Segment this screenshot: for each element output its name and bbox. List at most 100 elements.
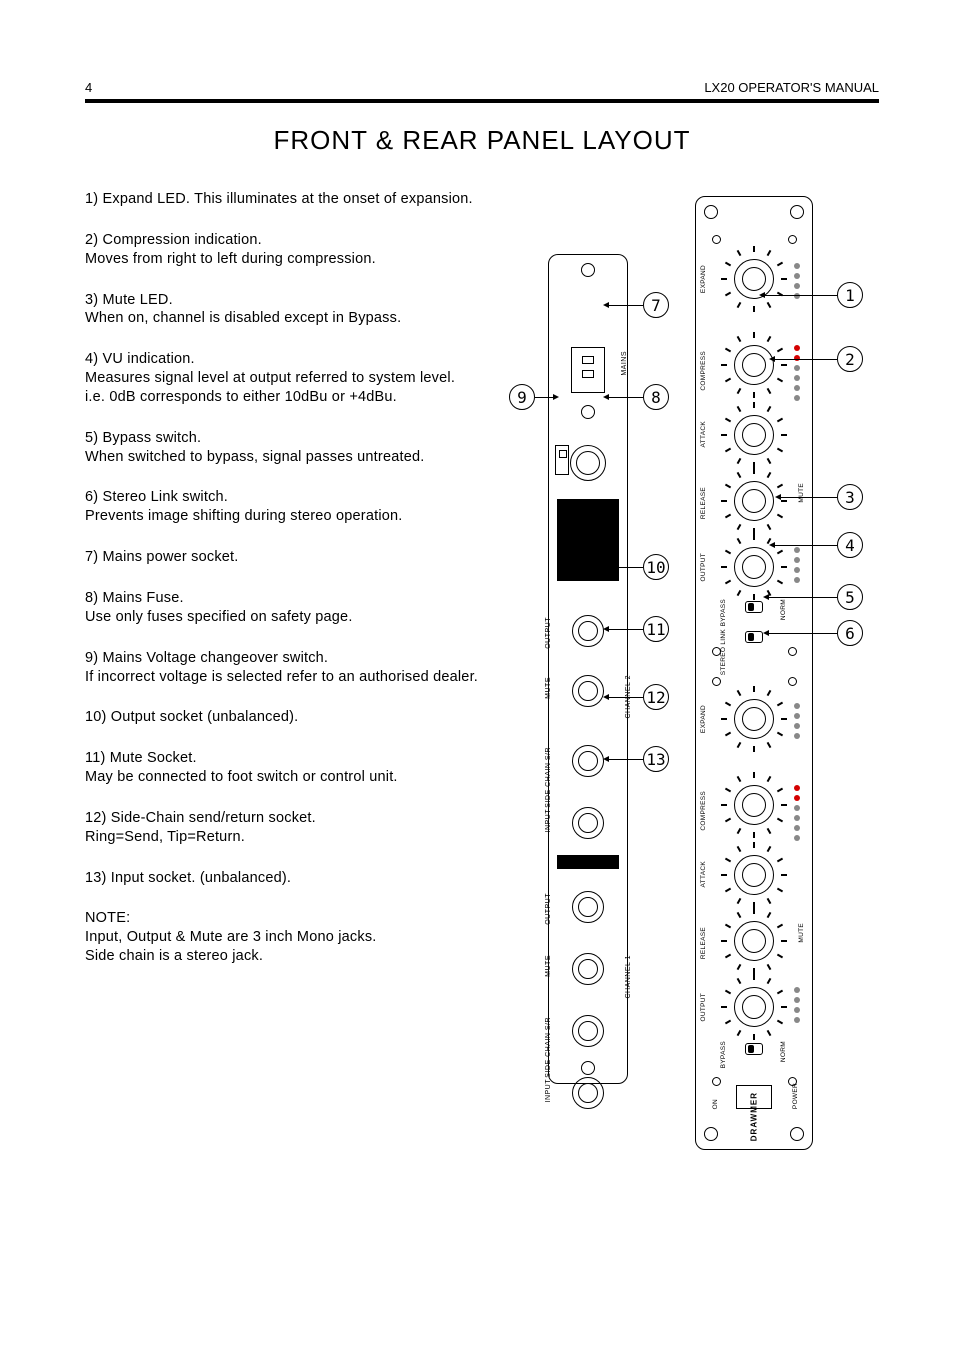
- rack-hole-icon: [790, 1127, 804, 1141]
- arrowhead-icon: [763, 594, 769, 600]
- screw-icon: [712, 1077, 721, 1086]
- knob-icon: [734, 921, 774, 961]
- leader-line: [781, 497, 837, 498]
- jack-label: SIDE CHAIN S/R: [545, 747, 552, 808]
- mute-label: MUTE: [798, 483, 805, 503]
- channel-divider: [557, 855, 619, 869]
- knob-icon: [734, 785, 774, 825]
- knob-label: RELEASE: [700, 487, 707, 519]
- info-plate: [557, 499, 619, 581]
- jack-label: INPUT: [545, 1079, 552, 1103]
- rack-hole-icon: [790, 205, 804, 219]
- description-item: 6) Stereo Link switch.Prevents image shi…: [85, 488, 515, 526]
- arrowhead-icon: [759, 292, 765, 298]
- switch-label: BYPASS: [720, 1041, 727, 1068]
- page-title: FRONT & REAR PANEL LAYOUT: [85, 125, 879, 156]
- description-item: 9) Mains Voltage changeover switch.If in…: [85, 649, 515, 687]
- led-column: [794, 703, 800, 743]
- arrowhead-icon: [603, 694, 609, 700]
- description-item: 7) Mains power socket.: [85, 548, 515, 567]
- callout-number: 5: [837, 584, 863, 610]
- arrowhead-icon: [603, 564, 609, 570]
- voltage-switch-icon: [555, 445, 569, 475]
- channel1-label: CHANNEL 1: [625, 955, 632, 999]
- on-label: ON: [712, 1099, 719, 1109]
- screw-icon: [712, 235, 721, 244]
- brand-text: DRAWMER: [750, 1092, 759, 1141]
- callout-number: 10: [643, 554, 669, 580]
- screw-icon: [788, 235, 797, 244]
- jack-socket-icon: [572, 1077, 604, 1109]
- arrowhead-icon: [603, 756, 609, 762]
- rack-hole-icon: [704, 205, 718, 219]
- knob-icon: [734, 987, 774, 1027]
- leader-line: [609, 759, 643, 760]
- callout-number: 3: [837, 484, 863, 510]
- jack-socket-icon: [572, 1015, 604, 1047]
- description-item: 13) Input socket. (unbalanced).: [85, 869, 515, 888]
- arrowhead-icon: [603, 626, 609, 632]
- leader-line: [609, 567, 643, 568]
- toggle-switch-icon: [745, 631, 763, 643]
- leader-line: [609, 697, 643, 698]
- description-item: 3) Mute LED. When on, channel is disable…: [85, 291, 515, 329]
- leader-line: [609, 305, 643, 306]
- description-list: 1) Expand LED. This illuminates at the o…: [85, 190, 515, 1160]
- switch-label: NORM: [780, 599, 787, 620]
- callout-number: 9: [509, 384, 535, 410]
- page-number: 4: [85, 80, 92, 95]
- leader-line: [765, 295, 837, 296]
- arrowhead-icon: [553, 394, 559, 400]
- panel-diagram: MAINS CHANNEL 2CHANNEL 1OUTPUTMUTESIDE C…: [523, 190, 879, 1160]
- jack-label: OUTPUT: [545, 893, 552, 925]
- callout-number: 11: [643, 616, 669, 642]
- led-column: [794, 263, 800, 303]
- leader-line: [775, 359, 837, 360]
- knob-icon: [734, 547, 774, 587]
- knob-label: EXPAND: [700, 265, 707, 293]
- knob-label: RELEASE: [700, 927, 707, 959]
- running-head: LX20 OPERATOR'S MANUAL: [704, 80, 879, 95]
- description-item: 12) Side-Chain send/return socket.Ring=S…: [85, 809, 515, 847]
- callout-number: 6: [837, 620, 863, 646]
- callout-number: 8: [643, 384, 669, 410]
- arrowhead-icon: [603, 302, 609, 308]
- knob-icon: [734, 855, 774, 895]
- rear-panel: MAINS CHANNEL 2CHANNEL 1OUTPUTMUTESIDE C…: [548, 254, 628, 1084]
- arrowhead-icon: [763, 630, 769, 636]
- rack-hole-icon: [704, 1127, 718, 1141]
- knob-icon: [734, 345, 774, 385]
- jack-label: OUTPUT: [545, 617, 552, 649]
- callout-number: 12: [643, 684, 669, 710]
- switch-label: NORM: [780, 1041, 787, 1062]
- screw-icon: [788, 677, 797, 686]
- arrowhead-icon: [769, 356, 775, 362]
- knob-icon: [734, 415, 774, 455]
- leader-line: [775, 545, 837, 546]
- knob-label: COMPRESS: [700, 351, 707, 391]
- switch-label: BYPASS: [720, 599, 727, 626]
- jack-label: INPUT: [545, 809, 552, 833]
- knob-label: EXPAND: [700, 705, 707, 733]
- callout-number: 1: [837, 282, 863, 308]
- leader-line: [535, 397, 553, 398]
- description-item: 2) Compression indication.Moves from rig…: [85, 231, 515, 269]
- jack-label: MUTE: [545, 955, 552, 977]
- led-column: [794, 345, 800, 405]
- arrowhead-icon: [769, 542, 775, 548]
- description-item: 4) VU indication.Measures signal level a…: [85, 350, 515, 407]
- description-item: 1) Expand LED. This illuminates at the o…: [85, 190, 515, 209]
- knob-icon: [734, 481, 774, 521]
- callout-number: 13: [643, 746, 669, 772]
- leader-line: [609, 397, 643, 398]
- jack-socket-icon: [572, 675, 604, 707]
- callout-number: 2: [837, 346, 863, 372]
- jack-socket-icon: [572, 891, 604, 923]
- description-item: 5) Bypass switch.When switched to bypass…: [85, 429, 515, 467]
- screw-icon: [712, 677, 721, 686]
- description-item: 8) Mains Fuse.Use only fuses specified o…: [85, 589, 515, 627]
- led-column: [794, 785, 800, 845]
- led-column: [794, 547, 800, 587]
- switch-label: STEREO LINK: [720, 629, 727, 675]
- leader-line: [769, 633, 837, 634]
